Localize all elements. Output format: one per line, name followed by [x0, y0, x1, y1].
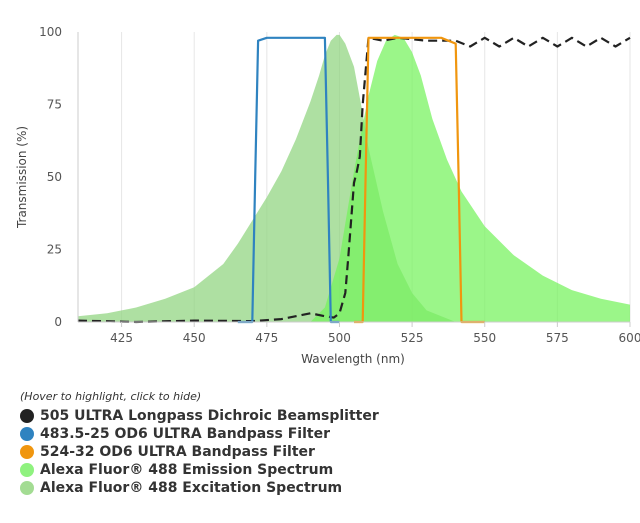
y-tick-label: 100: [39, 25, 62, 39]
series-layer: [77, 34, 631, 324]
x-tick-label: 500: [328, 331, 351, 345]
x-tick-label: 450: [183, 331, 206, 345]
legend: (Hover to highlight, click to hide) 505 …: [20, 390, 379, 497]
legend-label: Alexa Fluor® 488 Emission Spectrum: [40, 462, 334, 478]
legend-label: Alexa Fluor® 488 Excitation Spectrum: [40, 480, 343, 496]
y-tick-label: 50: [47, 170, 62, 184]
x-axis-title: Wavelength (nm): [301, 352, 405, 366]
series-line-3[interactable]: [237, 36, 340, 324]
legend-hint: (Hover to highlight, click to hide): [20, 390, 202, 403]
legend-items: 505 ULTRA Longpass Dichroic Beamsplitter…: [20, 407, 379, 497]
x-tick-label: 425: [110, 331, 133, 345]
legend-swatch: [20, 427, 34, 441]
x-tick-label: 525: [401, 331, 424, 345]
spectra-chart: 425 450 475 500 525 550 575 600 0 25 50 75 100 Wavel…: [15, 25, 640, 366]
legend-label: 524-32 OD6 ULTRA Bandpass Filter: [40, 444, 315, 460]
axes: [77, 32, 630, 323]
x-tick-label: 575: [546, 331, 569, 345]
series-line-2[interactable]: [77, 36, 631, 324]
x-tick-label: 600: [619, 331, 640, 345]
legend-item[interactable]: 483.5-25 OD6 ULTRA Bandpass Filter: [20, 425, 379, 443]
series-line-4[interactable]: [354, 36, 485, 324]
legend-item[interactable]: Alexa Fluor® 488 Emission Spectrum: [20, 461, 379, 479]
legend-item[interactable]: Alexa Fluor® 488 Excitation Spectrum: [20, 479, 379, 497]
series-area-1[interactable]: [310, 34, 630, 323]
x-tick-label: 550: [473, 331, 496, 345]
y-tick-label: 25: [47, 243, 62, 257]
legend-swatch: [20, 481, 34, 495]
legend-swatch: [20, 463, 34, 477]
legend-swatch: [20, 445, 34, 459]
legend-swatch: [20, 409, 34, 423]
x-tick-label: 475: [255, 331, 278, 345]
legend-label: 505 ULTRA Longpass Dichroic Beamsplitter: [40, 408, 379, 424]
legend-item[interactable]: 505 ULTRA Longpass Dichroic Beamsplitter: [20, 407, 379, 425]
tick-labels: 425 450 475 500 525 550 575 600 0 25 50 75 100: [39, 25, 640, 345]
y-tick-label: 75: [47, 98, 62, 112]
y-axis-title: Transmission (%): [15, 126, 29, 229]
legend-label: 483.5-25 OD6 ULTRA Bandpass Filter: [40, 426, 330, 442]
y-tick-label: 0: [54, 315, 62, 329]
legend-item[interactable]: 524-32 OD6 ULTRA Bandpass Filter: [20, 443, 379, 461]
